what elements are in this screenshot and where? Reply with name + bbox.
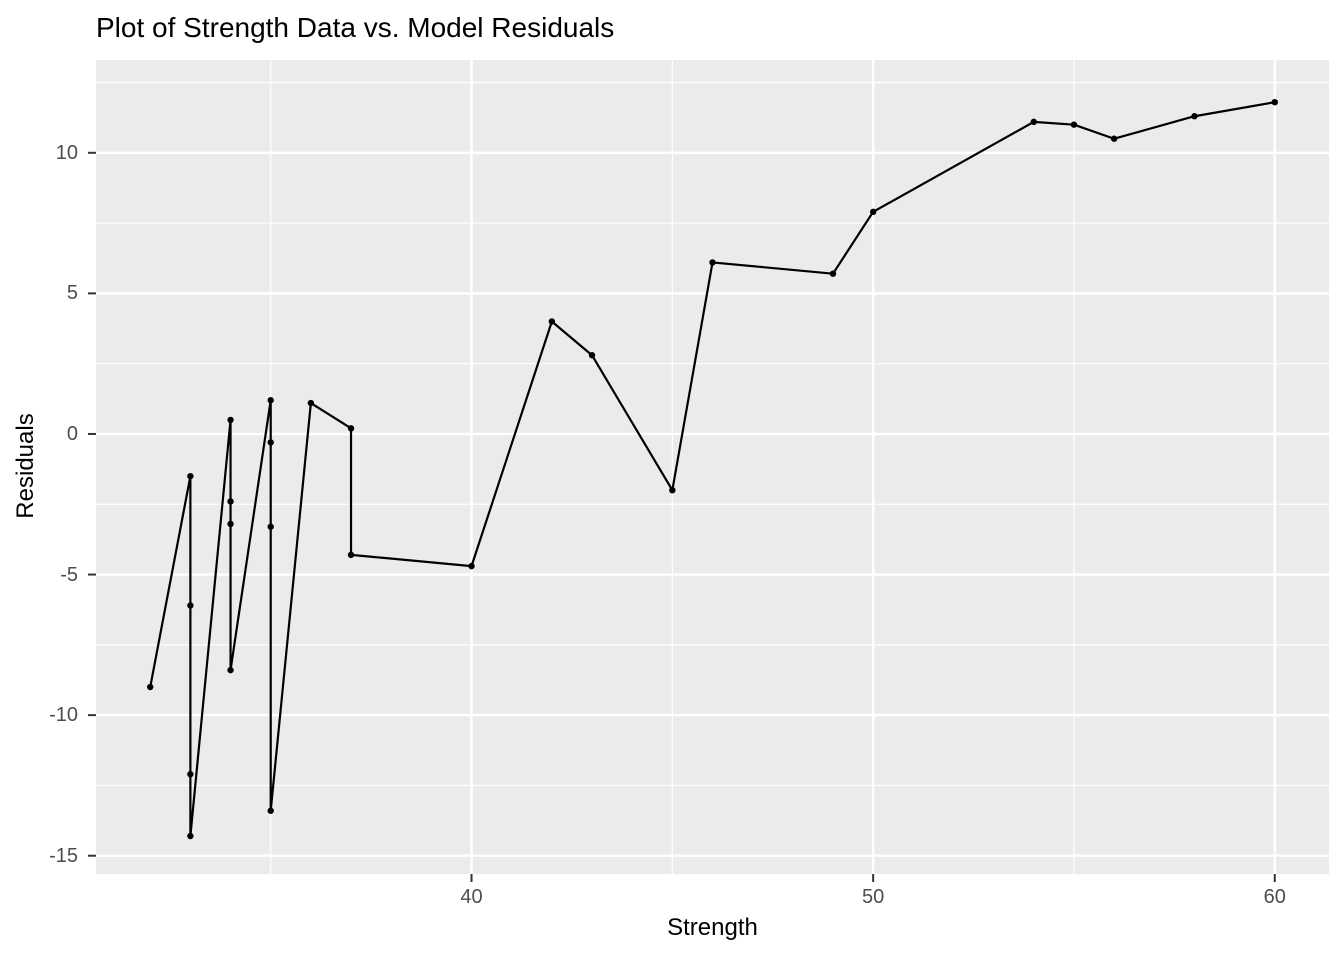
data-point: [187, 602, 194, 609]
data-point: [347, 551, 355, 559]
data-point: [709, 259, 716, 266]
data-point: [1070, 121, 1078, 128]
data-point: [347, 425, 355, 432]
y-tick-label: -10: [49, 704, 78, 727]
data-point: [1271, 98, 1278, 106]
panel-background: [96, 60, 1329, 874]
data-point: [307, 399, 315, 407]
data-point: [227, 498, 234, 505]
y-tick-label: -5: [60, 563, 78, 586]
data-point: [548, 318, 556, 325]
data-point: [227, 520, 234, 528]
data-point: [829, 270, 837, 277]
x-tick-label: 60: [1263, 886, 1286, 908]
y-tick-label: 5: [66, 282, 78, 305]
data-point: [869, 208, 877, 216]
data-point: [1191, 113, 1198, 120]
data-line: [149, 101, 1276, 838]
data-point: [1110, 135, 1118, 142]
data-point: [588, 352, 596, 359]
y-tick-label: 0: [66, 422, 78, 445]
data-point: [187, 832, 194, 840]
data-point: [267, 397, 274, 404]
data-point: [147, 683, 154, 691]
y-tick-label: -15: [49, 844, 78, 867]
data-point: [267, 807, 274, 814]
data-point: [227, 416, 234, 424]
data-point: [267, 523, 274, 530]
data-point: [1030, 118, 1038, 126]
data-point: [227, 666, 234, 674]
data-point: [187, 472, 194, 480]
data-point: [669, 486, 676, 494]
data-point: [267, 439, 274, 446]
x-tick-label: 50: [862, 886, 885, 908]
x-axis-title: Strength: [667, 914, 758, 941]
chart-title: Plot of Strength Data vs. Model Residual…: [96, 12, 615, 43]
y-tick-label: 10: [55, 141, 78, 164]
data-point: [187, 770, 194, 778]
data-point: [468, 562, 475, 570]
x-tick-label: 40: [460, 886, 483, 908]
